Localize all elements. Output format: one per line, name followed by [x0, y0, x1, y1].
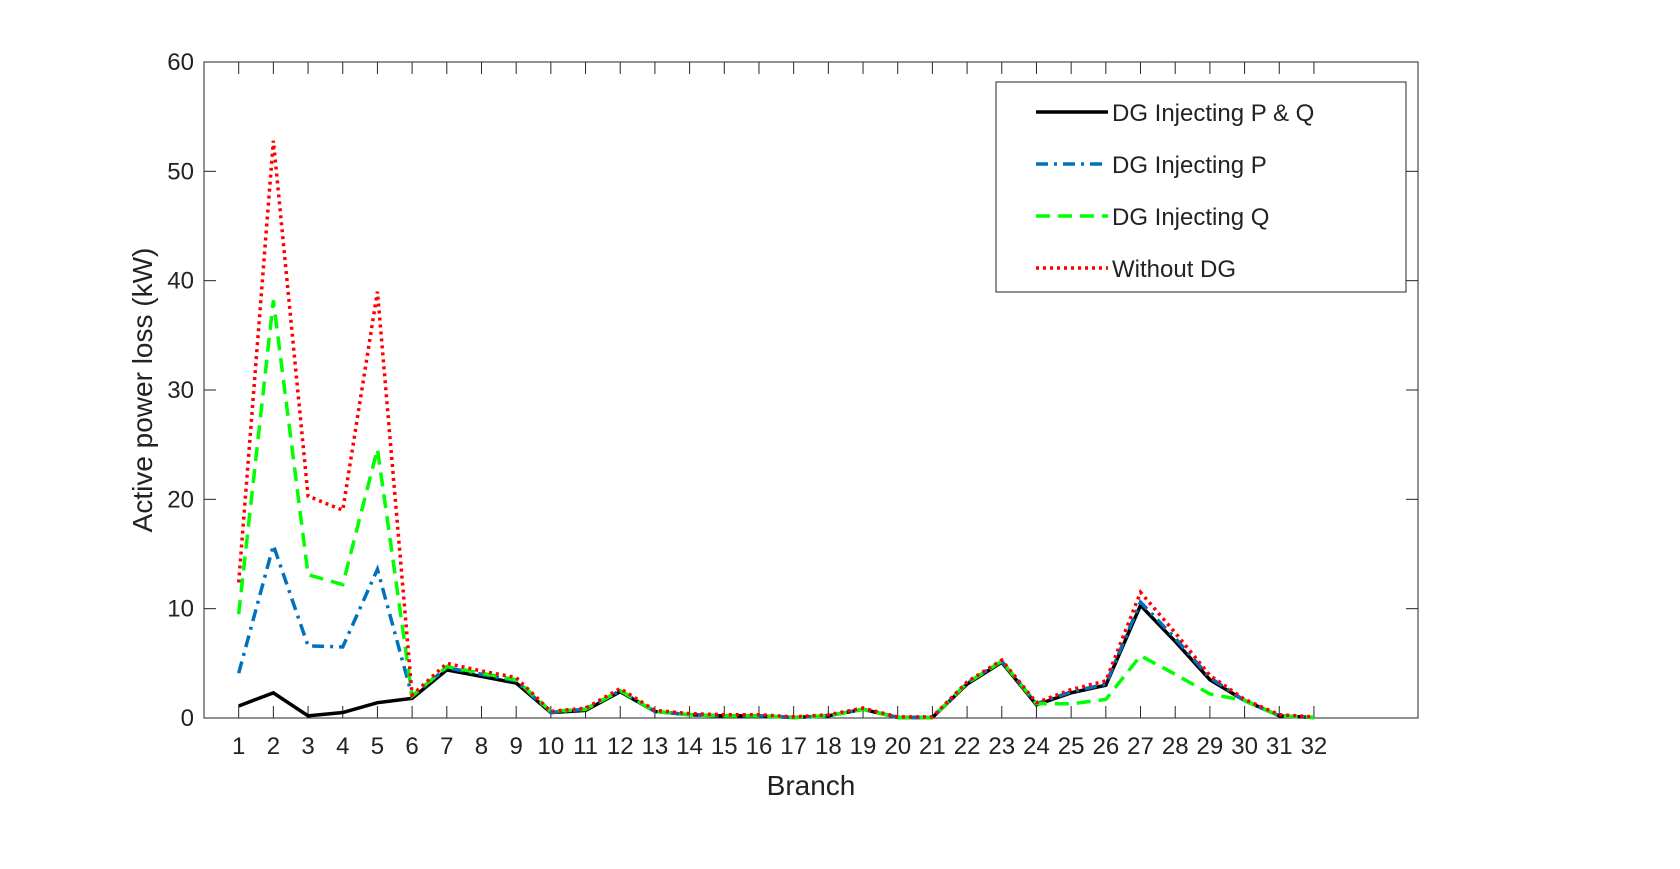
x-tick-label: 15 [711, 733, 738, 760]
x-tick-label: 21 [919, 733, 946, 760]
x-tick-label: 8 [475, 733, 488, 760]
y-tick-label: 50 [167, 158, 194, 185]
x-tick-label: 30 [1231, 733, 1258, 760]
x-tick-label: 16 [746, 733, 773, 760]
y-tick-label: 40 [167, 268, 194, 295]
x-tick-label: 4 [336, 733, 349, 760]
x-tick-label: 18 [815, 733, 842, 760]
legend-label: DG Injecting P & Q [1112, 100, 1314, 127]
x-tick-label: 28 [1162, 733, 1189, 760]
x-tick-label: 27 [1127, 733, 1154, 760]
x-tick-label: 10 [538, 733, 565, 760]
x-tick-label: 1 [232, 733, 245, 760]
x-tick-label: 20 [884, 733, 911, 760]
x-tick-label: 2 [267, 733, 280, 760]
x-tick-label: 9 [509, 733, 522, 760]
x-tick-label: 31 [1266, 733, 1293, 760]
x-tick-label: 3 [301, 733, 314, 760]
y-tick-label: 30 [167, 377, 194, 404]
x-tick-label: 26 [1092, 733, 1119, 760]
legend-label: DG Injecting Q [1112, 204, 1269, 231]
y-tick-label: 0 [181, 705, 194, 732]
series-line [236, 140, 1315, 719]
y-tick-label: 20 [167, 486, 194, 513]
x-tick-label: 29 [1197, 733, 1224, 760]
y-axis-label: Active power loss (kW) [127, 248, 158, 533]
x-tick-label: 23 [988, 733, 1015, 760]
x-tick-label: 17 [780, 733, 807, 760]
legend-label: Without DG [1112, 256, 1236, 283]
x-tick-label: 19 [850, 733, 877, 760]
x-tick-label: 12 [607, 733, 634, 760]
x-tick-label: 14 [676, 733, 703, 760]
x-tick-label: 25 [1058, 733, 1085, 760]
y-tick-label: 10 [167, 596, 194, 623]
x-tick-label: 7 [440, 733, 453, 760]
legend-box [995, 81, 1407, 293]
legend: DG Injecting P & Q DG Injecting P DG Injec… [995, 81, 1407, 293]
x-tick-label: 24 [1023, 733, 1050, 760]
y-tick-label: 60 [167, 49, 194, 76]
x-tick-label: 13 [642, 733, 669, 760]
legend-label: DG Injecting P [1112, 152, 1267, 179]
x-tick-label: 32 [1301, 733, 1328, 760]
x-tick-label: 6 [405, 733, 418, 760]
x-tick-label: 5 [371, 733, 384, 760]
x-axis-label: Branch [767, 770, 856, 801]
x-tick-label: 11 [573, 733, 598, 760]
x-tick-label: 22 [954, 733, 981, 760]
